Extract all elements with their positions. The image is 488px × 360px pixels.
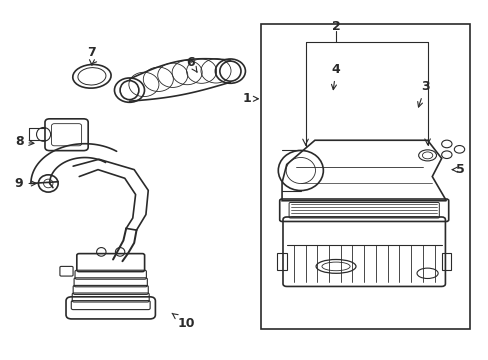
Text: 7: 7 xyxy=(87,46,96,65)
Text: 1: 1 xyxy=(242,92,258,105)
Text: 10: 10 xyxy=(172,313,194,330)
Text: 4: 4 xyxy=(331,63,340,90)
Text: 6: 6 xyxy=(186,56,197,72)
Text: 5: 5 xyxy=(451,163,464,176)
Text: 8: 8 xyxy=(15,135,34,148)
Text: 2: 2 xyxy=(331,20,340,33)
Text: 3: 3 xyxy=(417,80,428,107)
Text: 9: 9 xyxy=(15,177,36,190)
Bar xyxy=(261,24,469,329)
